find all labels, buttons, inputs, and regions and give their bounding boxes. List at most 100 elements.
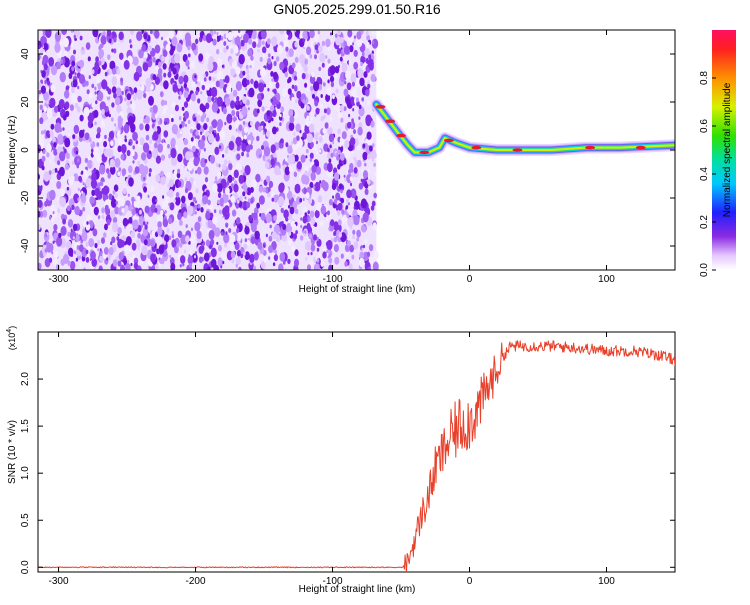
noise-blob [358, 116, 361, 120]
noise-blob [202, 194, 209, 205]
noise-blob [64, 163, 69, 171]
noise-blob [335, 152, 338, 157]
noise-blob [125, 236, 132, 246]
noise-blob [273, 165, 281, 176]
noise-blob [353, 215, 360, 226]
noise-blob [269, 224, 272, 229]
noise-blob [221, 252, 226, 261]
noise-blob [257, 241, 263, 250]
noise-blob [309, 54, 313, 59]
noise-blob [304, 230, 307, 234]
noise-blob [272, 151, 277, 158]
noise-blob [307, 264, 311, 270]
noise-blob [114, 157, 121, 168]
colorbar-tick-label: 0.2 [699, 215, 710, 229]
noise-blob [307, 210, 311, 215]
noise-blob [154, 207, 158, 213]
x-tick-label: 0 [467, 576, 473, 587]
noise-blob [172, 67, 177, 75]
noise-blob [244, 165, 251, 176]
noise-blob [112, 67, 117, 75]
noise-blob [78, 244, 84, 253]
noise-blob [62, 218, 66, 225]
noise-blob [319, 149, 322, 153]
noise-blob [327, 162, 333, 173]
noise-blob [89, 196, 95, 205]
noise-blob [329, 65, 336, 75]
y-tick-label: -40 [20, 238, 31, 253]
noise-blob [343, 88, 349, 97]
noise-blob [144, 224, 148, 230]
noise-blob [143, 176, 146, 181]
noise-blob [373, 250, 379, 260]
noise-blob [214, 146, 220, 155]
noise-blob [285, 157, 288, 162]
noise-blob [190, 93, 196, 102]
noise-blob [136, 89, 143, 100]
noise-blob [114, 123, 117, 127]
noise-blob [333, 172, 340, 181]
noise-blob [318, 45, 323, 53]
noise-blob [209, 125, 214, 133]
noise-blob [50, 65, 58, 76]
noise-blob [248, 214, 253, 222]
noise-blob [71, 204, 75, 210]
noise-blob [228, 124, 232, 130]
noise-blob [69, 104, 74, 111]
noise-blob [200, 91, 203, 95]
noise-blob [192, 196, 197, 203]
noise-blob [42, 209, 48, 218]
noise-blob [91, 189, 96, 196]
noise-blob [248, 139, 251, 145]
noise-blob [117, 48, 120, 52]
noise-blob [260, 67, 267, 78]
noise-blob [265, 212, 272, 223]
noise-blob [211, 61, 218, 71]
snr-multiplier-base: (x10 [7, 333, 17, 351]
noise-blob [152, 170, 155, 175]
noise-blob [118, 167, 122, 172]
noise-blob [221, 231, 224, 236]
noise-blob [197, 203, 201, 209]
noise-blob [132, 229, 135, 234]
noise-blob [72, 223, 78, 232]
noise-blob [316, 247, 320, 252]
noise-blob [98, 60, 102, 66]
noise-blob [304, 170, 308, 176]
noise-blob [235, 203, 239, 209]
noise-region [38, 30, 379, 270]
noise-blob [343, 40, 348, 47]
noise-blob [272, 110, 277, 118]
noise-blob [71, 66, 75, 72]
noise-blob [241, 106, 248, 117]
noise-blob [345, 251, 349, 258]
noise-blob [248, 38, 253, 45]
noise-blob [373, 192, 378, 199]
noise-blob [129, 30, 135, 35]
noise-blob [300, 217, 303, 221]
noise-blob [64, 50, 68, 56]
noise-blob [340, 253, 344, 259]
noise-blob [48, 57, 55, 67]
noise-blob [160, 175, 166, 186]
noise-blob [111, 102, 115, 108]
snr-panel: -300 -200 -100 0 100 0.0 0.5 1.0 1.5 2.0 Height … [6, 326, 676, 595]
noise-blob [250, 55, 254, 61]
noise-blob [126, 93, 132, 101]
noise-blob [133, 87, 138, 93]
noise-blob [96, 142, 100, 147]
noise-blob [189, 60, 196, 70]
noise-blob [224, 159, 228, 165]
noise-blob [278, 109, 281, 113]
noise-blob [186, 205, 194, 216]
noise-blob [270, 71, 274, 77]
noise-blob [292, 137, 298, 145]
noise-blob [292, 201, 298, 209]
noise-blob [183, 90, 189, 99]
noise-blob [339, 56, 343, 62]
noise-blob [331, 182, 337, 191]
noise-blob [262, 46, 267, 54]
noise-blob [372, 222, 378, 231]
track-peak [375, 105, 386, 109]
